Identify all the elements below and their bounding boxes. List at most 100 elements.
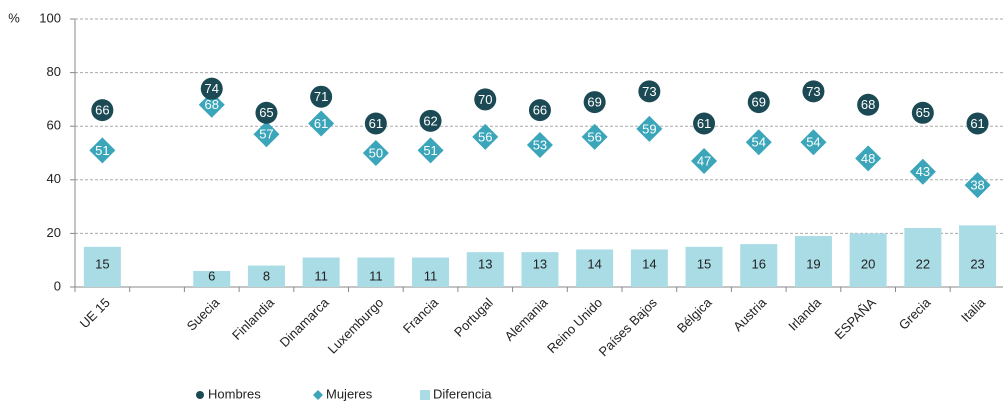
diamond	[472, 123, 499, 150]
data-label: 53	[533, 137, 547, 152]
data-label: 69	[587, 95, 601, 110]
dot	[747, 91, 770, 114]
dot	[528, 99, 551, 122]
x-tick-label: Luxemburgo	[325, 295, 387, 357]
bar	[357, 257, 395, 287]
dot	[857, 93, 880, 116]
data-label: 73	[642, 84, 656, 99]
dot	[255, 101, 278, 124]
y-tick-label: 60	[47, 118, 61, 133]
diamond	[308, 110, 335, 137]
data-label: 47	[697, 153, 711, 168]
diamond	[636, 115, 663, 142]
diamond	[691, 148, 718, 175]
data-label: 69	[752, 95, 766, 110]
dot	[911, 101, 934, 124]
legend-swatch	[420, 390, 430, 400]
data-label: 57	[259, 127, 273, 142]
data-label: 11	[424, 268, 438, 283]
bar	[521, 252, 559, 287]
dot	[583, 91, 606, 114]
data-label: 56	[478, 129, 492, 144]
bar	[412, 257, 450, 287]
data-label: 13	[533, 256, 547, 271]
bar	[904, 228, 942, 287]
data-label: 65	[916, 105, 930, 120]
data-label: 11	[314, 268, 328, 283]
dot	[364, 112, 387, 135]
diamond	[800, 129, 827, 156]
bar	[685, 246, 723, 287]
bar	[740, 244, 778, 287]
diamond	[581, 123, 608, 150]
data-label: 48	[861, 151, 875, 166]
legend-label: Mujeres	[326, 386, 373, 401]
bar	[959, 225, 997, 287]
bar	[193, 270, 231, 287]
bar	[630, 249, 668, 287]
data-label: 66	[95, 103, 109, 118]
diamond	[745, 129, 772, 156]
diamond	[362, 140, 389, 166]
bar	[302, 257, 340, 287]
data-label: 20	[861, 256, 875, 271]
x-tick-label: Irlanda	[785, 294, 824, 333]
bar	[849, 233, 887, 287]
dot	[966, 112, 989, 135]
data-label: 74	[205, 81, 219, 96]
x-tick-label: UE 15	[77, 295, 113, 331]
x-tick-label: Alemania	[502, 294, 551, 343]
dot	[693, 112, 716, 135]
dot	[419, 109, 442, 132]
data-label: 22	[916, 256, 930, 271]
data-label: 15	[95, 256, 109, 271]
bar	[794, 236, 832, 287]
x-tick-label: Suecia	[184, 294, 223, 333]
data-label: 56	[587, 129, 601, 144]
data-label: 6	[208, 268, 215, 283]
y-tick-label: 100	[39, 10, 61, 25]
data-label: 15	[697, 256, 711, 271]
x-tick-label: Portugal	[451, 295, 496, 340]
data-label: 11	[369, 268, 383, 283]
data-label: 23	[970, 256, 984, 271]
data-label: 50	[369, 145, 383, 160]
x-tick-label: Bélgica	[674, 294, 715, 335]
data-label: 16	[752, 256, 766, 271]
x-tick-label: Austria	[730, 294, 770, 334]
legend-swatch	[196, 391, 204, 399]
data-label: 68	[861, 97, 875, 112]
data-label: 19	[806, 256, 820, 271]
x-tick-label: Italia	[958, 294, 989, 325]
data-label: 71	[314, 89, 328, 104]
y-tick-label: 40	[47, 171, 61, 186]
data-label: 38	[970, 178, 984, 193]
data-label: 62	[423, 113, 437, 128]
data-label: 61	[970, 116, 984, 131]
x-tick-label: Países Bajos	[596, 295, 661, 360]
data-label: 43	[916, 164, 930, 179]
x-tick-label: ESPAÑA	[831, 295, 878, 342]
legend-swatch	[313, 390, 323, 400]
bar	[576, 249, 614, 287]
bar	[83, 246, 121, 287]
data-label: 61	[314, 116, 328, 131]
x-tick-label: Francia	[400, 294, 442, 336]
legend-label: Diferencia	[433, 386, 492, 401]
data-label: 13	[478, 256, 492, 271]
bar	[247, 265, 285, 287]
dot	[474, 88, 497, 111]
x-tick-label: Finlandia	[229, 294, 277, 342]
data-label: 68	[205, 97, 219, 112]
dot	[91, 99, 114, 122]
diamond	[198, 91, 225, 118]
y-tick-label: 80	[47, 64, 61, 79]
bar	[466, 252, 504, 287]
data-label: 14	[642, 256, 656, 271]
data-label: 73	[806, 84, 820, 99]
data-label: 61	[697, 116, 711, 131]
diamond	[964, 172, 991, 199]
diamond	[855, 145, 882, 172]
data-label: 66	[533, 103, 547, 118]
